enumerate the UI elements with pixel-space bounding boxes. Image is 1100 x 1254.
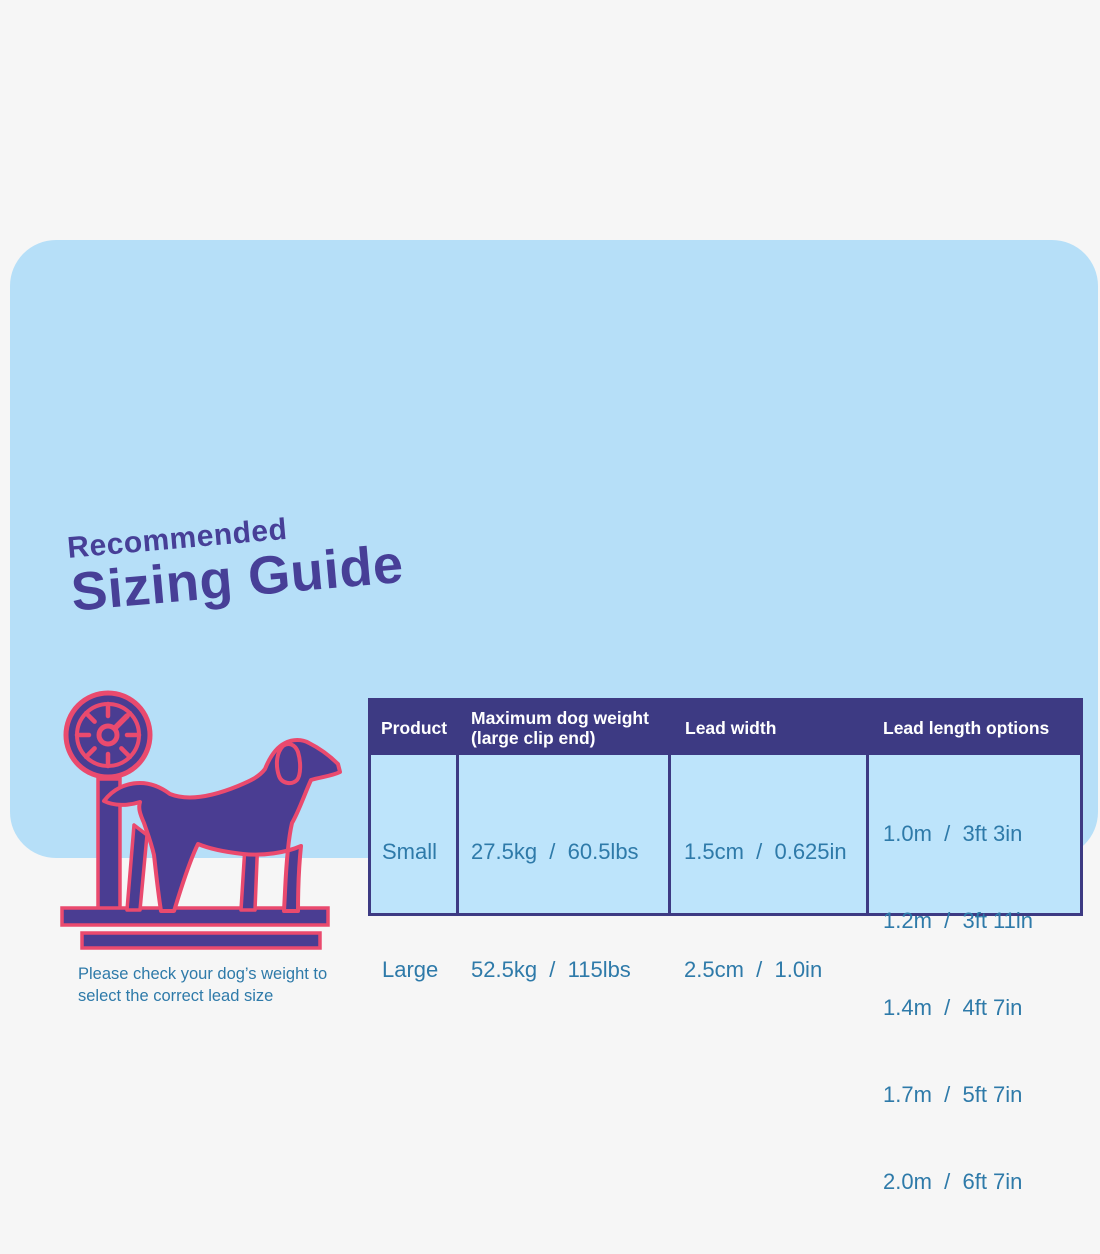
column-lead-width: Lead width 1.5cm / 0.625in 2.5cm / 1.0in — [668, 701, 866, 982]
column-header-lead-length: Lead length options — [869, 701, 1080, 755]
column-product: Product Small Large — [371, 701, 456, 982]
scale-platform-top — [60, 906, 330, 927]
lead-width-small: 1.5cm / 0.625in — [684, 839, 847, 864]
dial-hub — [96, 723, 120, 747]
sizing-table: Product Small Large Maximum dog weight (… — [368, 698, 1083, 1194]
lead-length-option: 1.0m / 3ft 3in — [883, 821, 1023, 846]
note-line-2: select the correct lead size — [78, 986, 274, 1005]
dog-silhouette — [102, 738, 342, 913]
dog-far-hind-leg — [125, 823, 149, 912]
scale-dial — [63, 690, 153, 780]
dial-needle — [111, 713, 130, 732]
dog-on-weighing-scale-icon — [60, 690, 342, 950]
title-block: Recommended Sizing Guide — [66, 503, 406, 624]
lead-length-cell: 1.0m / 3ft 3in 1.2m / 3ft 11in 1.4m / 4f… — [869, 755, 1080, 1194]
lead-length-option: 1.2m / 3ft 11in — [883, 908, 1034, 933]
note-line-1: Please check your dog’s weight to — [78, 965, 328, 983]
dog-ear — [274, 742, 303, 786]
product-small-label: Small — [382, 839, 438, 864]
max-weight-large: 52.5kg / 115lbs — [471, 957, 631, 982]
product-large-label: Large — [382, 957, 439, 982]
column-header-product: Product — [371, 701, 456, 755]
sizing-guide-card: Recommended Sizing Guide — [10, 240, 1098, 1194]
column-lead-length: Lead length options 1.0m / 3ft 3in 1.2m … — [866, 701, 1080, 1194]
scale-platform-base — [80, 931, 322, 950]
lead-length-option: 2.0m / 6ft 7in — [883, 1169, 1023, 1194]
lead-width-cell: 1.5cm / 0.625in 2.5cm / 1.0in — [671, 755, 866, 982]
column-header-max-weight: Maximum dog weight (large clip end) — [459, 701, 668, 755]
lead-width-large: 2.5cm / 1.0in — [684, 957, 823, 982]
lead-length-option: 1.4m / 4ft 7in — [883, 995, 1023, 1020]
product-cell: Small Large — [371, 755, 456, 982]
page-background: Recommended Sizing Guide — [10, 240, 1098, 1194]
column-max-weight: Maximum dog weight (large clip end) 27.5… — [456, 701, 668, 982]
max-weight-small: 27.5kg / 60.5lbs — [471, 839, 639, 864]
lead-length-option: 1.7m / 5ft 7in — [883, 1082, 1023, 1107]
max-weight-cell: 27.5kg / 60.5lbs 52.5kg / 115lbs — [459, 755, 668, 982]
column-header-lead-width: Lead width — [671, 701, 866, 755]
weight-check-note: Please check your dog’s weight to select… — [78, 964, 327, 1007]
